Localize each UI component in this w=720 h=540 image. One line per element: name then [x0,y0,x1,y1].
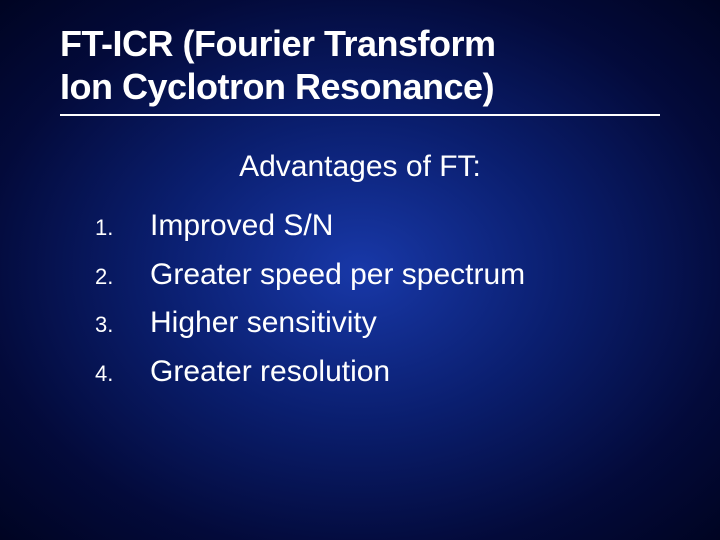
slide-title: FT-ICR (Fourier Transform Ion Cyclotron … [60,22,660,108]
slide: FT-ICR (Fourier Transform Ion Cyclotron … [0,0,720,540]
list-text: Greater speed per spectrum [150,255,525,296]
list-item: 2. Greater speed per spectrum [95,255,660,296]
list-text: Greater resolution [150,352,390,393]
list-item: 4. Greater resolution [95,352,660,393]
content-area: Advantages of FT: 1. Improved S/N 2. Gre… [0,130,720,392]
list-number: 2. [95,264,150,290]
title-line-2: Ion Cyclotron Resonance) [60,66,494,107]
title-block: FT-ICR (Fourier Transform Ion Cyclotron … [0,0,720,130]
list-item: 3. Higher sensitivity [95,303,660,344]
list-text: Higher sensitivity [150,303,377,344]
list-item: 1. Improved S/N [95,206,660,247]
list-text: Improved S/N [150,206,333,247]
list-number: 1. [95,215,150,241]
title-line-1: FT-ICR (Fourier Transform [60,23,496,64]
title-underline [60,114,660,116]
subtitle: Advantages of FT: [60,150,660,184]
advantages-list: 1. Improved S/N 2. Greater speed per spe… [60,206,660,392]
list-number: 4. [95,361,150,387]
list-number: 3. [95,312,150,338]
